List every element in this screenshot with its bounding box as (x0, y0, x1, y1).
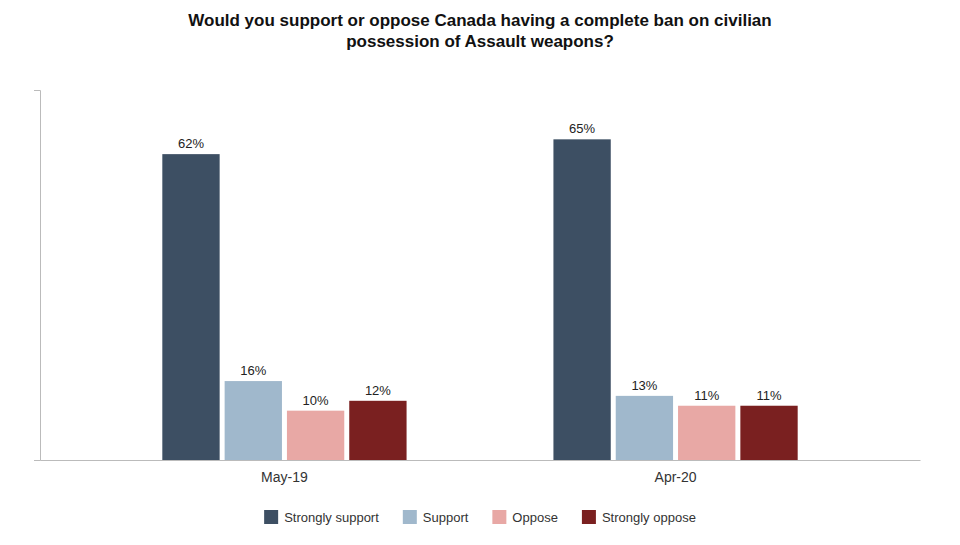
title: Would you support or oppose Canada havin… (188, 11, 771, 51)
legend-label: Support (423, 510, 469, 525)
series (225, 381, 673, 460)
title-line: Would you support or oppose Canada havin… (188, 11, 771, 30)
series (162, 139, 610, 460)
legend: Strongly support Support Oppose Strongly op… (264, 510, 696, 525)
chart: Would you support or oppose Canada havin… (0, 0, 960, 545)
legend-item: Strongly support (264, 510, 379, 525)
bar (740, 406, 797, 460)
data-label: 11% (756, 388, 781, 403)
y-axis-line (34, 91, 41, 461)
y-axis (34, 91, 41, 461)
bars (162, 139, 797, 460)
series (349, 401, 797, 460)
legend-swatch (582, 510, 596, 524)
data-label: 12% (365, 383, 391, 398)
bar (349, 401, 406, 460)
legend-swatch (264, 510, 278, 524)
x-tick: May-19 (261, 469, 308, 485)
legend-label: Strongly oppose (602, 510, 696, 525)
legend-label: Strongly support (284, 510, 379, 525)
bar (616, 396, 673, 460)
x-tick-label: May-19 (261, 469, 308, 485)
bar (225, 381, 282, 460)
data-label: 16% (240, 363, 266, 378)
x-tick-label: Apr-20 (655, 469, 697, 485)
bar (162, 154, 219, 460)
legend-label: Oppose (512, 510, 558, 525)
data-label: 13% (631, 378, 657, 393)
data-label: 11% (694, 388, 719, 403)
bar (553, 139, 610, 460)
data-labels: 62% 65% 16% 13% 10% 11% 12% 11% (178, 121, 782, 407)
legend-item: Support (403, 510, 469, 525)
legend-item: Strongly oppose (582, 510, 696, 525)
title-line: possession of Assault weapons? (346, 32, 614, 51)
data-label: 62% (178, 136, 204, 151)
bar (678, 406, 735, 460)
data-label: 10% (303, 393, 329, 408)
legend-item: Oppose (492, 510, 558, 525)
bar (287, 411, 344, 460)
plot: 62% 65% 16% 13% 10% 11% 12% 11% May-19 Apr-20 (34, 91, 921, 485)
x-axis: May-19 Apr-20 (41, 461, 921, 485)
x-tick: Apr-20 (655, 469, 697, 485)
x-axis-line (41, 460, 921, 461)
legend-swatch (492, 510, 506, 524)
data-label: 65% (569, 121, 595, 136)
legend-swatch (403, 510, 417, 524)
